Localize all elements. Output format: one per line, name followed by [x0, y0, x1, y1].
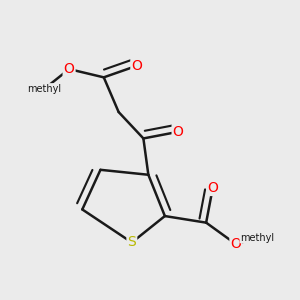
Text: methyl: methyl	[27, 84, 62, 94]
Text: O: O	[131, 59, 142, 73]
Text: O: O	[207, 181, 218, 195]
Text: O: O	[230, 237, 241, 251]
Text: S: S	[128, 236, 136, 250]
Text: methyl: methyl	[240, 232, 274, 242]
Text: O: O	[172, 125, 184, 139]
Text: O: O	[64, 62, 74, 76]
